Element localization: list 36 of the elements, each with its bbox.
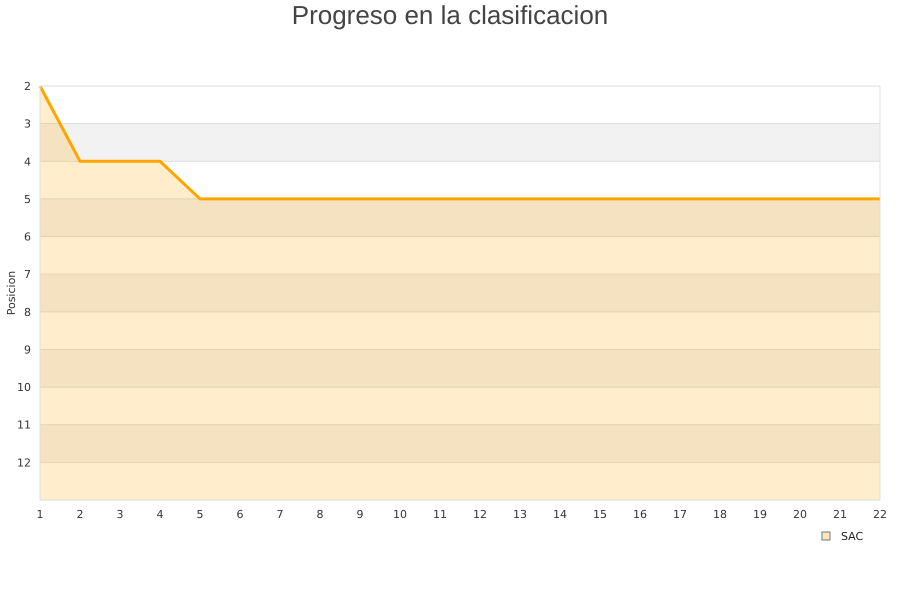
x-tick-label: 2 xyxy=(76,508,84,521)
y-tick-label: 3 xyxy=(24,118,31,131)
y-tick-label: 6 xyxy=(24,230,31,244)
y-tick-label: 2 xyxy=(24,80,31,93)
x-tick-label: 7 xyxy=(276,508,284,521)
x-tick-label: 6 xyxy=(236,508,244,521)
x-tick-label: 22 xyxy=(873,508,887,521)
x-tick-label: 21 xyxy=(833,508,847,521)
x-tick-label: 17 xyxy=(673,508,687,521)
x-tick-label: 4 xyxy=(156,508,164,521)
y-tick-label: 11 xyxy=(17,418,31,432)
legend-label: SAC xyxy=(841,530,864,543)
x-tick-label: 16 xyxy=(633,508,647,521)
x-tick-label: 8 xyxy=(316,508,324,521)
y-tick-label: 10 xyxy=(17,381,31,394)
y-tick-label: 12 xyxy=(17,456,31,470)
y-tick-label: 5 xyxy=(24,192,31,206)
y-tick-label: 4 xyxy=(24,155,31,168)
chart-title: Progreso en la clasificacion xyxy=(292,0,608,30)
x-tick-label: 5 xyxy=(196,508,204,521)
x-tick-label: 15 xyxy=(593,508,607,521)
x-tick-label: 1 xyxy=(36,508,44,521)
x-tick-label: 12 xyxy=(473,508,487,521)
x-tick-label: 20 xyxy=(793,508,807,521)
y-axis-title: Posicion xyxy=(5,270,18,316)
y-tick-label: 9 xyxy=(24,343,31,356)
x-tick-label: 11 xyxy=(433,508,447,521)
y-tick-label: 8 xyxy=(24,306,31,319)
x-tick-label: 13 xyxy=(513,508,527,521)
x-tick-label: 3 xyxy=(116,508,124,521)
x-tick-label: 18 xyxy=(713,508,727,521)
x-tick-label: 19 xyxy=(753,508,767,521)
x-tick-label: 9 xyxy=(356,508,364,521)
y-tick-label: 7 xyxy=(24,268,31,282)
x-tick-label: 10 xyxy=(393,508,407,521)
x-tick-label: 14 xyxy=(553,508,567,521)
